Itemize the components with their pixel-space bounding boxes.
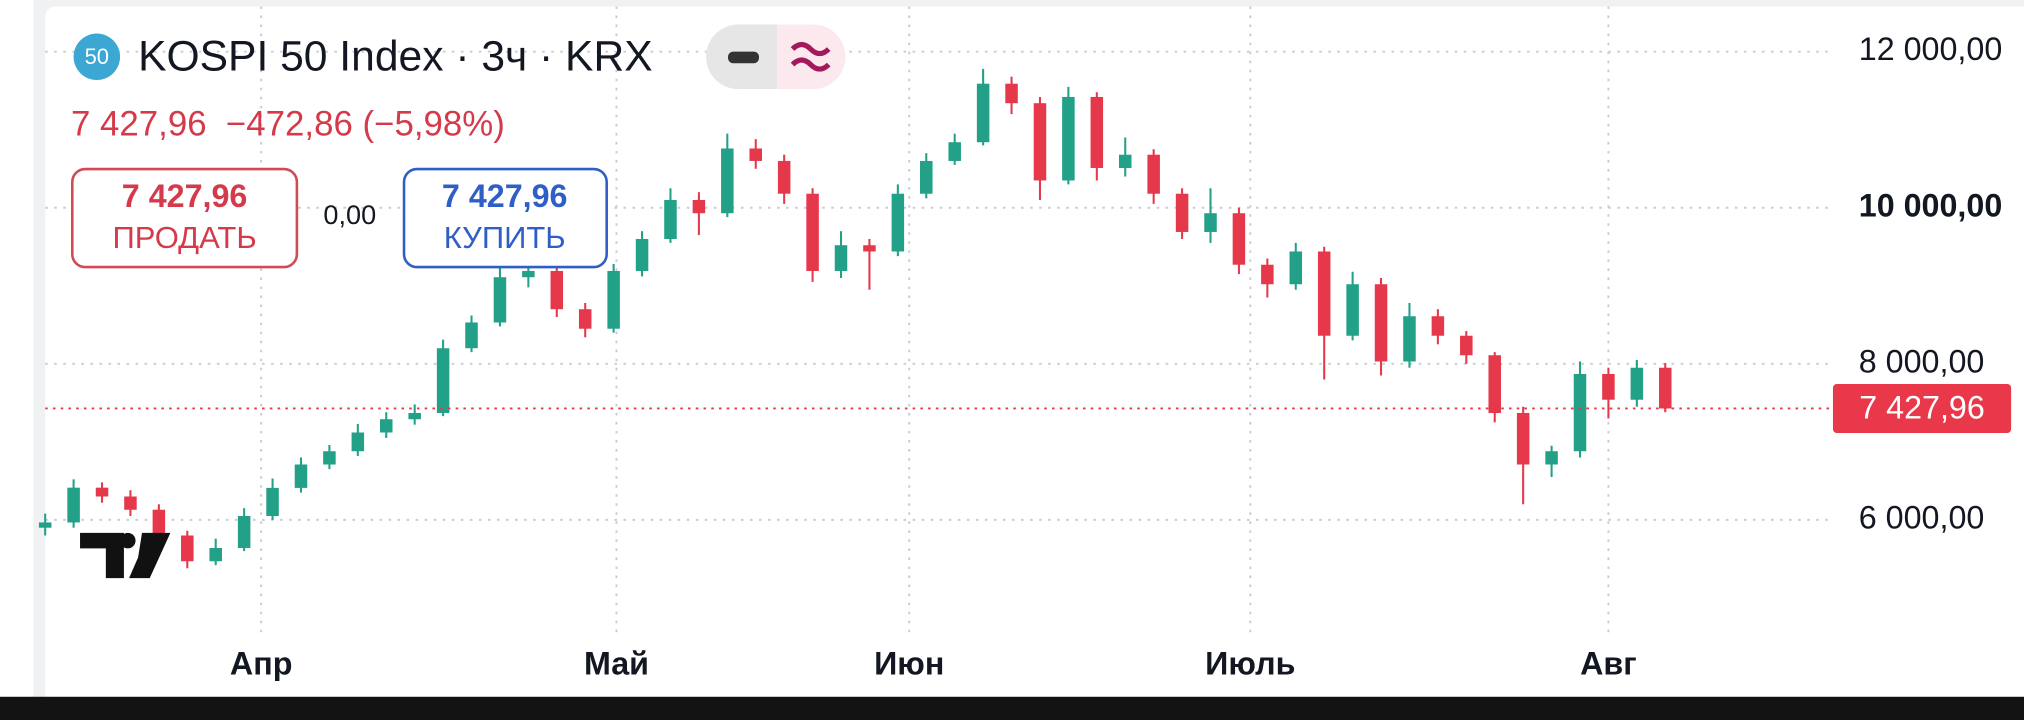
candle-body xyxy=(834,245,848,271)
candle-body xyxy=(1488,355,1501,413)
side-panel xyxy=(0,0,34,697)
badge-text: 50 xyxy=(85,44,109,69)
y-tick-label: 10 000,00 xyxy=(1859,187,2003,223)
candle-body xyxy=(237,515,251,548)
symbol-title: KOSPI 50 Index · 3ч · KRX xyxy=(138,33,653,81)
candle-body xyxy=(408,412,421,420)
candle-body xyxy=(863,245,876,252)
candle-body xyxy=(721,148,734,214)
x-tick-label: Май xyxy=(584,645,649,681)
candle-body xyxy=(38,522,52,528)
candle-body xyxy=(976,83,990,143)
buy-label: КУПИТЬ xyxy=(444,220,566,255)
y-tick-label: 8 000,00 xyxy=(1859,343,1985,379)
candle-body xyxy=(891,193,905,252)
candle-body xyxy=(1431,316,1445,336)
x-tick-label: Июль xyxy=(1205,645,1295,681)
candle-body xyxy=(1204,213,1217,232)
candle-body xyxy=(664,199,677,239)
candle-body xyxy=(1346,284,1359,336)
candle-body xyxy=(1659,367,1672,409)
candle-body xyxy=(209,547,222,562)
sell-price: 7 427,96 xyxy=(122,178,248,214)
candle-body xyxy=(436,348,450,413)
candle-body xyxy=(1062,96,1075,181)
approx-icon xyxy=(790,41,831,72)
plot: 6 000,00 8 000,00 10 000,00 12 000,00 Апр Май… xyxy=(38,6,2012,681)
last-price-label: 7 427,96 xyxy=(1859,389,1985,425)
candle-body xyxy=(1545,451,1558,465)
candle-body xyxy=(323,451,336,465)
header: 50 KOSPI 50 Index · 3ч · KRX 7 427,96 −4… xyxy=(70,24,846,269)
candle-body xyxy=(294,464,308,488)
candle-body xyxy=(578,309,592,329)
y-tick-label: 6 000,00 xyxy=(1859,499,1985,535)
candle-body xyxy=(749,148,762,161)
candle-body xyxy=(550,270,564,310)
tv-logo-dot xyxy=(120,532,136,549)
candle-body xyxy=(1261,264,1274,285)
sell-label: ПРОДАТЬ xyxy=(113,220,257,255)
candle-body xyxy=(920,160,933,194)
candle-body xyxy=(465,322,478,349)
spread: 0,00 xyxy=(323,199,376,230)
quote: 7 427,96 −472,86 (−5,98%) xyxy=(71,105,505,144)
candle-body xyxy=(806,193,819,271)
candle-body xyxy=(692,199,706,214)
candle-body xyxy=(351,432,365,452)
logo xyxy=(80,532,171,579)
buy-button[interactable] xyxy=(402,167,608,269)
candle-body xyxy=(95,487,109,497)
candle-body xyxy=(1374,284,1388,362)
candle-body xyxy=(1317,251,1331,336)
badge xyxy=(73,33,121,80)
bottom-bar xyxy=(0,696,2024,720)
candle-body xyxy=(67,487,80,523)
x-tick-label: Авг xyxy=(1580,645,1637,681)
candle-body xyxy=(1460,335,1473,356)
candle-body xyxy=(1516,412,1530,465)
candle-body xyxy=(1005,83,1018,104)
candle-body xyxy=(181,535,194,562)
last-price-box xyxy=(1832,383,2012,433)
candle-body xyxy=(607,270,620,329)
candle-body xyxy=(1118,154,1132,168)
candle-body xyxy=(1573,373,1587,452)
candle-body xyxy=(1403,316,1416,362)
x-tick-label: Апр xyxy=(230,645,292,681)
candle-body xyxy=(1232,213,1246,265)
x-tick-label: Июн xyxy=(874,645,944,681)
candle-body xyxy=(1147,154,1160,194)
buy-price: 7 427,96 xyxy=(442,178,568,214)
candle-body xyxy=(379,419,393,433)
candle-body xyxy=(948,142,961,161)
candle-body xyxy=(152,509,166,536)
candle-body xyxy=(1090,96,1104,168)
candle-body xyxy=(493,277,507,323)
dash-icon xyxy=(728,51,759,64)
candle-body xyxy=(266,487,279,516)
candle-body xyxy=(124,496,137,510)
candle-body xyxy=(635,238,649,271)
candle-body xyxy=(1033,103,1047,181)
candle-body xyxy=(1630,367,1644,400)
candle-body xyxy=(1289,251,1303,285)
candle-body xyxy=(1175,193,1189,232)
y-tick-label: 12 000,00 xyxy=(1859,31,2003,67)
candle-body xyxy=(777,160,791,194)
sell-button[interactable] xyxy=(70,167,299,269)
candle-body xyxy=(522,270,535,278)
tv-logo xyxy=(80,532,171,579)
candle-body xyxy=(1602,373,1615,400)
